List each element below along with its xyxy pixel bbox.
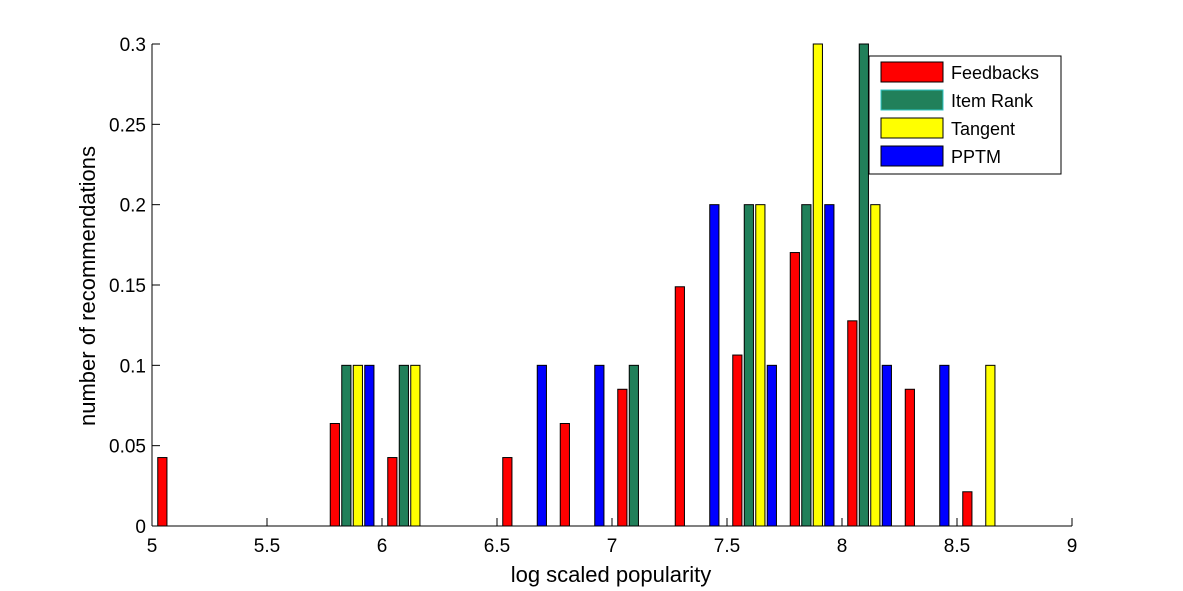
y-tick-label: 0.15 bbox=[109, 276, 146, 297]
y-tick-label: 0.1 bbox=[120, 356, 146, 377]
y-tick-label: 0 bbox=[135, 517, 146, 538]
bar-feedbacks-11 bbox=[789, 252, 800, 527]
bar-tangent-12 bbox=[870, 204, 881, 527]
y-axis-label: number of recommendations bbox=[75, 146, 100, 426]
bar-feedbacks-7 bbox=[559, 422, 570, 527]
bar-item-rank-10 bbox=[743, 204, 754, 527]
bar-tangent-14 bbox=[985, 364, 996, 527]
legend-swatch bbox=[880, 117, 944, 139]
bar-tangent-3 bbox=[352, 364, 363, 527]
bar-feedbacks-6 bbox=[502, 457, 513, 527]
bar-item-rank-4 bbox=[398, 364, 409, 527]
bar-pptm-3 bbox=[364, 364, 375, 527]
bar-feedbacks-3 bbox=[329, 422, 340, 527]
x-tick-label: 6 bbox=[377, 536, 388, 557]
y-tick-label: 0.2 bbox=[120, 196, 146, 217]
x-tick-label: 8 bbox=[837, 536, 848, 557]
x-tick-label: 7.5 bbox=[714, 536, 740, 557]
axes-layer: 5 5.5 6 6.5 7 7.5 8 8.5 9 0 0.05 0.1 0.15 0.2 0.25 0.3 bbox=[109, 35, 1077, 557]
bar-pptm-6 bbox=[536, 364, 547, 527]
legend-label: Tangent bbox=[951, 119, 1015, 139]
y-tick-label: 0.05 bbox=[109, 437, 146, 458]
bar-item-rank-11 bbox=[801, 204, 812, 527]
legend-label: Feedbacks bbox=[951, 63, 1039, 83]
bar-feedbacks-12 bbox=[847, 320, 858, 527]
legend-swatch bbox=[880, 89, 944, 111]
bar-pptm-9 bbox=[709, 204, 720, 527]
bar-feedbacks-13 bbox=[904, 388, 915, 527]
y-tick-label: 0.25 bbox=[109, 115, 146, 136]
legend-label: PPTM bbox=[951, 147, 1001, 167]
bar-pptm-10 bbox=[766, 364, 777, 527]
x-tick-label: 5.5 bbox=[254, 536, 280, 557]
bar-feedbacks-10 bbox=[732, 354, 743, 527]
bar-pptm-13 bbox=[939, 364, 950, 527]
bar-pptm-11 bbox=[824, 204, 835, 527]
bar-pptm-12 bbox=[881, 364, 892, 527]
bar-feedbacks-4 bbox=[387, 457, 398, 527]
y-tick-label: 0.3 bbox=[120, 35, 146, 56]
bar-feedbacks-0 bbox=[157, 457, 168, 527]
legend-swatch bbox=[880, 145, 944, 167]
bar-feedbacks-9 bbox=[674, 286, 685, 527]
legend-swatch bbox=[880, 61, 944, 83]
bar-tangent-11 bbox=[812, 43, 823, 527]
bar-item-rank-8 bbox=[628, 364, 639, 527]
bar-feedbacks-14 bbox=[962, 491, 973, 527]
bar-feedbacks-8 bbox=[617, 388, 628, 527]
bar-item-rank-12 bbox=[858, 43, 869, 527]
bar-item-rank-3 bbox=[341, 364, 352, 527]
bar-tangent-4 bbox=[410, 364, 421, 527]
x-tick-label: 9 bbox=[1067, 536, 1078, 557]
bars-layer bbox=[157, 43, 996, 527]
x-tick-label: 5 bbox=[147, 536, 158, 557]
x-tick-label: 7 bbox=[607, 536, 618, 557]
x-axis-label: log scaled popularity bbox=[511, 562, 712, 587]
legend: Feedbacks Item Rank Tangent PPTM bbox=[868, 55, 1062, 175]
legend-label: Item Rank bbox=[951, 91, 1034, 111]
bar-tangent-10 bbox=[755, 204, 766, 527]
bar-pptm-7 bbox=[594, 364, 605, 527]
x-tick-label: 6.5 bbox=[484, 536, 510, 557]
x-tick-label: 8.5 bbox=[944, 536, 970, 557]
